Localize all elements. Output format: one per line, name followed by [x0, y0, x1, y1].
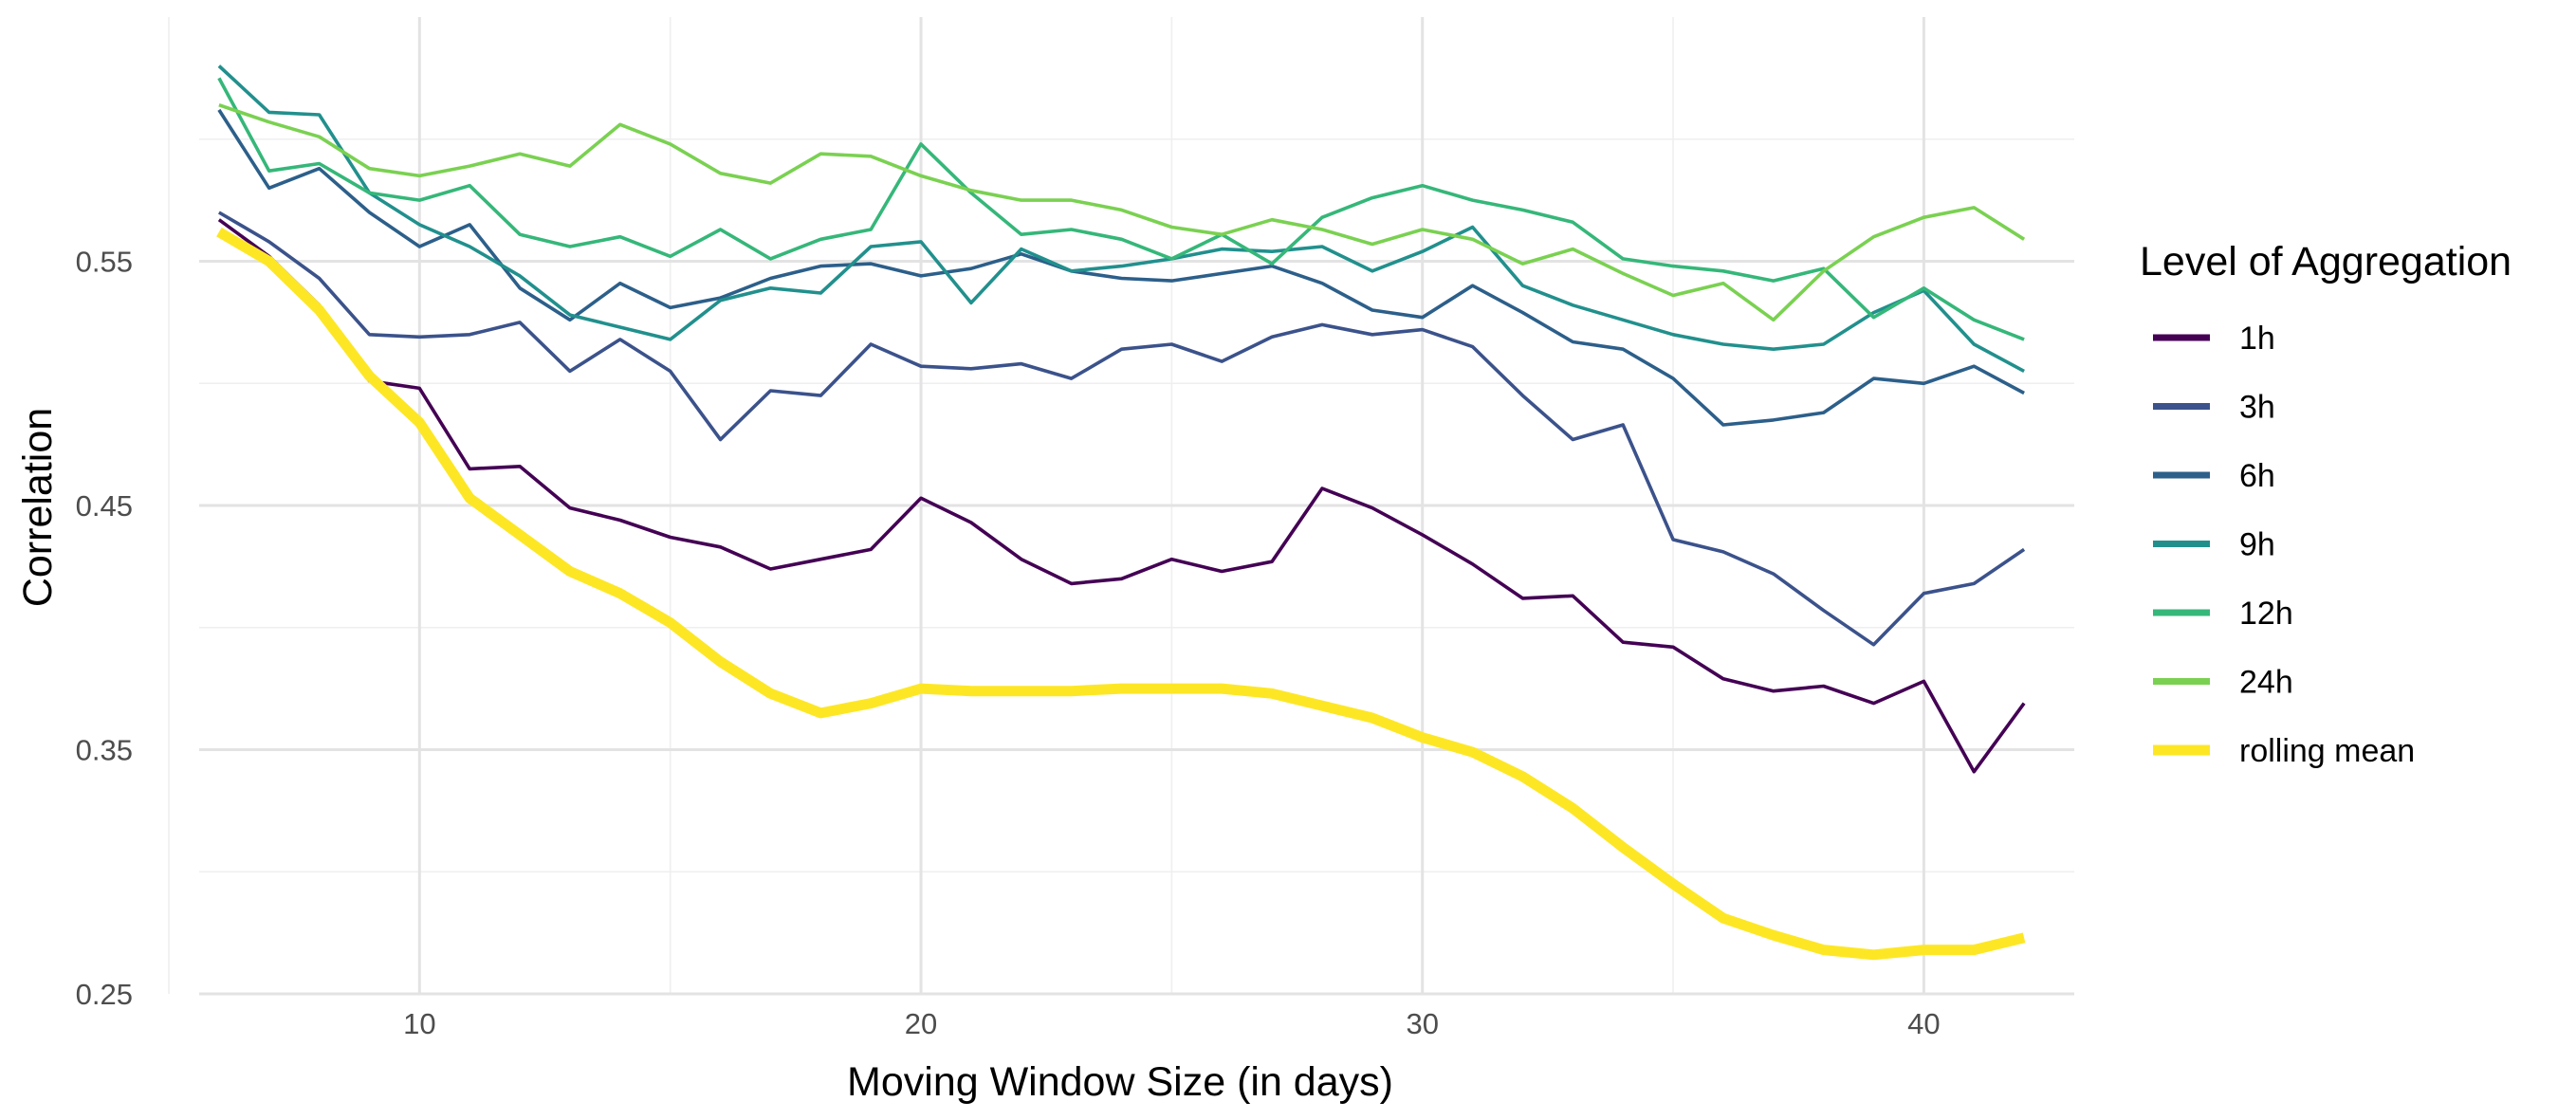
legend-title: Level of Aggregation: [2140, 239, 2512, 285]
y-tick-label: 0.25: [76, 978, 133, 1011]
legend-label-rolling-mean: rolling mean: [2239, 733, 2415, 769]
x-tick-label: 10: [403, 1007, 435, 1040]
series-line-3h: [217, 211, 2026, 647]
legend-label-6h: 6h: [2239, 458, 2275, 494]
series-line-6h: [217, 108, 2025, 427]
series-line-9h: [217, 64, 2025, 373]
series-line-24h: [218, 102, 2026, 322]
y-tick-label: 0.55: [76, 246, 133, 279]
legend-items: 1h 3h 6h 9h 12h 24h rolling mean: [2153, 321, 2415, 769]
series-lines: [216, 64, 2026, 961]
x-tick-label: 40: [1907, 1007, 1940, 1040]
y-axis-title: Correlation: [15, 408, 61, 607]
grid: [168, 17, 2074, 996]
legend-label-9h: 9h: [2239, 527, 2275, 563]
tick-labels: 10 20 30 40 0.25 0.35 0.45 0.55: [76, 246, 1941, 1041]
series-line-1h: [217, 218, 2026, 774]
legend-label-1h: 1h: [2239, 321, 2275, 357]
x-tick-label: 30: [1406, 1007, 1438, 1040]
x-tick-label: 20: [905, 1007, 937, 1040]
series-line-rolling-mean: [216, 227, 2026, 961]
legend-label-24h: 24h: [2239, 665, 2293, 701]
x-axis-title: Moving Window Size (in days): [847, 1059, 1393, 1105]
legend-label-3h: 3h: [2239, 390, 2275, 426]
legend-label-12h: 12h: [2239, 596, 2293, 632]
y-tick-label: 0.35: [76, 734, 133, 767]
legend: Level of Aggregation 1h 3h 6h 9h 12h 24h rolli…: [2140, 239, 2512, 769]
series-line-12h: [217, 77, 2025, 341]
y-tick-label: 0.45: [76, 489, 133, 523]
